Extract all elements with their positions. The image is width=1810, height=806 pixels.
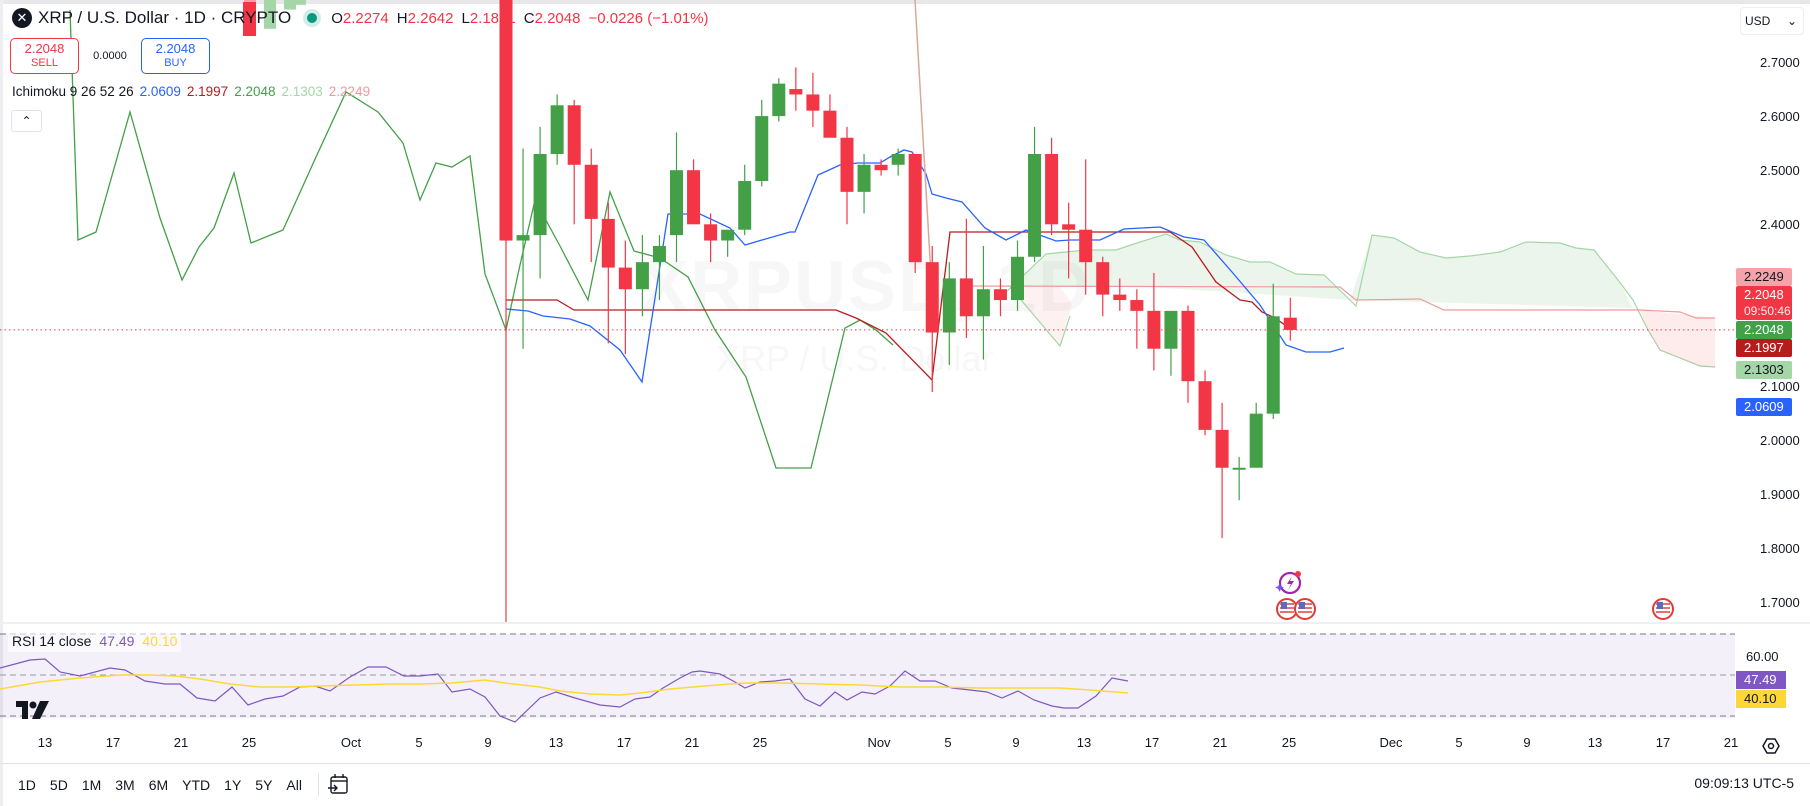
time-tick: 13	[37, 735, 53, 750]
gear-icon	[1762, 738, 1780, 754]
ohlc-values: O2.2274 H2.2642 L2.1851 C2.2048 −0.0226 …	[331, 9, 709, 27]
time-tick: Nov	[867, 735, 891, 750]
toolbar-divider	[317, 773, 319, 797]
time-tick: 17	[616, 735, 632, 750]
price-tick: 2.0000	[1760, 433, 1800, 448]
range-all[interactable]: All	[286, 777, 302, 793]
chevron-up-icon: ⌃	[21, 114, 32, 128]
rsi-pane[interactable]	[0, 626, 1735, 726]
time-tick: 9	[1523, 735, 1531, 750]
time-tick: 13	[1587, 735, 1603, 750]
range-3m[interactable]: 3M	[115, 777, 135, 793]
time-axis[interactable]: 13 17 21 25 Oct 5 9 13 17 21 25 Nov 5 9 …	[0, 735, 1739, 757]
bottom-toolbar: 1D 5D 1M 3M 6M YTD 1Y 5Y All	[0, 763, 1810, 806]
price-chart[interactable]	[0, 0, 1735, 622]
time-tick: 17	[1144, 735, 1160, 750]
left-border	[0, 0, 3, 806]
time-tick: 5	[1455, 735, 1463, 750]
time-tick: 5	[944, 735, 952, 750]
timezone-clock[interactable]: 09:09:13 UTC-5	[1694, 775, 1794, 791]
symbol-title[interactable]: XRP / U.S. Dollar · 1D · CRYPTO	[38, 8, 292, 27]
time-tick: 21	[1723, 735, 1739, 750]
calendar-goto-icon	[327, 773, 348, 794]
tradingview-logo[interactable]	[16, 699, 52, 725]
ichimoku-lead-a-value: 2.1303	[281, 84, 323, 99]
rsi-value: 47.49	[99, 633, 135, 649]
rsi-ma-value-tag: 40.10	[1736, 690, 1786, 708]
time-tick: 21	[173, 735, 189, 750]
time-tick: 13	[1076, 735, 1092, 750]
time-tick: 25	[752, 735, 768, 750]
symbol-legend[interactable]: ✕ XRP / U.S. Dollar · 1D · CRYPTO O2.227…	[12, 8, 709, 28]
lead-a-price-tag: 2.1303	[1736, 361, 1792, 379]
time-tick: 13	[548, 735, 564, 750]
top-border	[0, 0, 1810, 4]
rsi-ma-value: 40.10	[142, 633, 178, 649]
ichimoku-label: Ichimoku 9 26 52 26	[12, 84, 134, 99]
spread-value: 0.0000	[93, 50, 127, 62]
range-5y[interactable]: 5Y	[255, 777, 273, 793]
last-price-tag: 2.2048 09:50:46	[1736, 286, 1792, 320]
range-1m[interactable]: 1M	[81, 777, 102, 793]
chart-settings-button[interactable]	[1762, 737, 1780, 760]
price-tick: 1.8000	[1760, 541, 1800, 556]
price-tick: 2.4000	[1760, 217, 1800, 232]
currency-select[interactable]: USD ⌄	[1740, 7, 1804, 35]
pane-divider[interactable]	[0, 622, 1810, 624]
rsi-value-tag: 47.49	[1736, 671, 1786, 689]
market-status-icon[interactable]	[307, 13, 318, 23]
time-tick: Oct	[340, 735, 362, 750]
range-1d[interactable]: 1D	[18, 777, 36, 793]
time-tick: 25	[1281, 735, 1297, 750]
range-6m[interactable]: 6M	[148, 777, 169, 793]
ai-insight-event-icon[interactable]	[1274, 570, 1304, 601]
bar-countdown: 09:50:46	[1744, 304, 1791, 318]
rsi-label: RSI 14 close	[12, 633, 92, 649]
time-tick: 21	[1212, 735, 1228, 750]
rsi-level-tick: 60.00	[1746, 649, 1779, 664]
trade-panel: 2.2048 SELL 0.0000 2.2048 BUY	[10, 38, 210, 74]
conversion-line-price-tag: 2.0609	[1736, 398, 1792, 416]
buy-button[interactable]: 2.2048 BUY	[141, 38, 210, 74]
time-tick: 9	[1012, 735, 1020, 750]
range-ytd[interactable]: YTD	[182, 777, 211, 793]
rsi-legend[interactable]: RSI 14 close 47.49 40.10	[8, 632, 182, 652]
price-tick: 2.1000	[1760, 379, 1800, 394]
us-economic-event-icon[interactable]	[1652, 598, 1674, 625]
ichimoku-base-value: 2.1997	[186, 84, 229, 99]
lead-b-price-tag: 2.2249	[1736, 268, 1792, 286]
price-change: −0.0226 (−1.01%)	[588, 9, 709, 27]
ichimoku-conversion-value: 2.0609	[139, 84, 181, 99]
ichimoku-lagging-value: 2.2048	[234, 84, 276, 99]
price-tick: 2.5000	[1760, 163, 1800, 178]
time-tick: 17	[105, 735, 121, 750]
price-tick: 2.7000	[1760, 55, 1800, 70]
ichimoku-legend[interactable]: Ichimoku 9 26 52 26 2.0609 2.1997 2.2048…	[12, 84, 370, 99]
time-tick: 17	[1655, 735, 1671, 750]
price-tick: 1.7000	[1760, 595, 1800, 610]
chevron-down-icon: ⌄	[1786, 14, 1797, 28]
us-economic-event-icon[interactable]	[1276, 598, 1318, 625]
time-tick: 5	[415, 735, 423, 750]
xrp-logo-icon: ✕	[12, 8, 32, 28]
range-5d[interactable]: 5D	[49, 777, 68, 793]
sell-button[interactable]: 2.2048 SELL	[10, 38, 79, 74]
range-1y[interactable]: 1Y	[224, 777, 242, 793]
ichimoku-lead-b-value: 2.2249	[328, 84, 371, 99]
go-to-date-button[interactable]	[327, 773, 349, 798]
price-tick: 1.9000	[1760, 487, 1800, 502]
base-line-price-tag: 2.1997	[1736, 339, 1792, 357]
time-tick: 21	[684, 735, 700, 750]
collapse-legend-button[interactable]: ⌃	[11, 110, 42, 132]
time-tick: 25	[241, 735, 257, 750]
time-tick: Dec	[1379, 735, 1403, 750]
price-tick: 2.6000	[1760, 109, 1800, 124]
lagging-price-tag: 2.2048	[1736, 321, 1792, 339]
time-tick: 9	[484, 735, 492, 750]
